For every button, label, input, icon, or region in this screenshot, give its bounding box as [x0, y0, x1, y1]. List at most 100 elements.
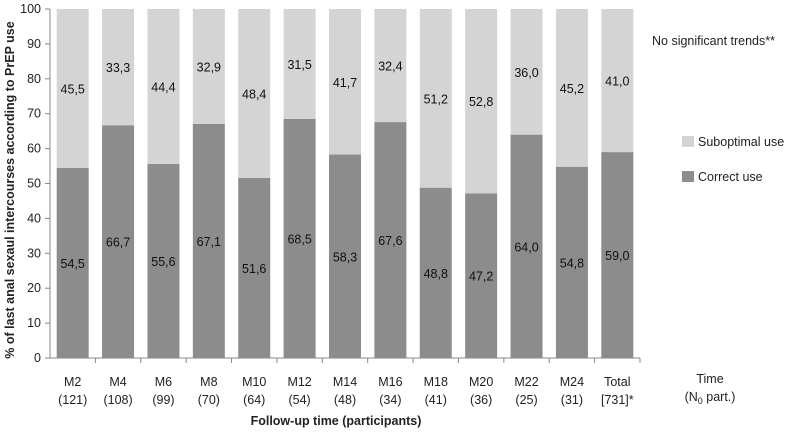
x-category-label: M6: [155, 375, 172, 389]
x-category-sublabel: (36): [470, 393, 492, 407]
x-category-sublabel: (64): [243, 393, 265, 407]
legend-label-correct: Correct use: [698, 170, 763, 184]
bar-correct-use: [329, 154, 361, 358]
x-category-sublabel: (25): [515, 393, 537, 407]
x-category-label: M22: [514, 375, 538, 389]
bar-correct-use: [419, 187, 452, 358]
x-axis-title: Follow-up time (participants): [251, 414, 422, 428]
legend-label-suboptimal: Suboptimal use: [698, 135, 784, 149]
bar-correct-use: [192, 123, 225, 358]
x-category-label: M8: [200, 375, 217, 389]
x-category-label: M10: [242, 375, 266, 389]
data-label-correct-use: 54,5: [61, 257, 85, 271]
bar-suboptimal-use: [192, 9, 225, 124]
time-label-line1: Time: [696, 372, 723, 386]
data-label-correct-use: 47,2: [469, 270, 493, 284]
data-label-suboptimal-use: 48,4: [242, 87, 266, 101]
data-label-suboptimal-use: 41,0: [605, 75, 629, 89]
x-category-sublabel: (48): [334, 393, 356, 407]
data-label-correct-use: 58,3: [333, 250, 357, 264]
x-category-sublabel: (34): [379, 393, 401, 407]
bar-correct-use: [465, 193, 498, 358]
data-label-correct-use: 67,1: [197, 235, 221, 249]
data-label-suboptimal-use: 41,7: [333, 76, 357, 90]
y-tick-label: 0: [34, 351, 41, 365]
time-side-label: Time (N0 part.): [685, 372, 736, 406]
x-category-label: M4: [109, 375, 126, 389]
bar-correct-use: [510, 134, 543, 358]
data-label-correct-use: 48,8: [424, 267, 448, 281]
x-category-sublabel: (54): [288, 393, 310, 407]
bar-suboptimal-use: [419, 9, 452, 188]
data-label-suboptimal-use: 32,9: [197, 60, 221, 74]
y-tick-label: 80: [27, 72, 41, 86]
bar-correct-use: [374, 122, 407, 359]
annotation-text: No significant trends**: [652, 34, 775, 48]
bar-suboptimal-use: [601, 9, 634, 153]
bar-correct-use: [238, 177, 271, 358]
bar-suboptimal-use: [374, 9, 407, 123]
data-label-suboptimal-use: 45,5: [61, 82, 85, 96]
y-tick-label: 20: [27, 281, 41, 295]
x-category-sublabel: (70): [198, 393, 220, 407]
y-axis: 0 10 20 30 40 50 60 70 80 90 100: [20, 2, 51, 365]
data-label-suboptimal-use: 31,5: [287, 58, 311, 72]
bar-correct-use: [601, 152, 634, 358]
x-category-label: M16: [378, 375, 402, 389]
x-category-label: M24: [560, 375, 584, 389]
bar-suboptimal-use: [238, 9, 271, 178]
bar-suboptimal-use: [510, 9, 543, 135]
bar-suboptimal-use: [555, 9, 588, 167]
y-tick-label: 30: [27, 246, 41, 260]
legend-swatch-suboptimal: [682, 136, 694, 147]
x-category-sublabel: [731]*: [601, 393, 634, 407]
y-tick-label: 90: [27, 37, 41, 51]
legend-swatch-correct: [682, 171, 694, 182]
x-category-sublabel: (99): [152, 393, 174, 407]
x-category-label: M2: [64, 375, 81, 389]
bar-correct-use: [283, 118, 316, 358]
bar-suboptimal-use: [465, 9, 498, 194]
bar-suboptimal-use: [56, 9, 89, 168]
bar-suboptimal-use: [283, 9, 316, 119]
bar-correct-use: [147, 163, 180, 358]
data-label-correct-use: 67,6: [378, 234, 402, 248]
x-category-sublabel: (41): [425, 393, 447, 407]
y-tick-label: 50: [27, 177, 41, 191]
y-tick-label: 10: [27, 316, 41, 330]
data-label-correct-use: 66,7: [106, 236, 130, 250]
data-label-suboptimal-use: 45,2: [560, 82, 584, 96]
data-label-suboptimal-use: 36,0: [514, 66, 538, 80]
data-label-correct-use: 64,0: [514, 240, 538, 254]
x-category-label: M18: [424, 375, 448, 389]
data-label-suboptimal-use: 51,2: [424, 92, 448, 106]
bar-correct-use: [56, 167, 89, 358]
y-tick-label: 60: [27, 142, 41, 156]
legend: Suboptimal use Correct use: [682, 135, 784, 184]
bar-correct-use: [555, 166, 588, 358]
data-label-correct-use: 68,5: [287, 232, 311, 246]
time-label-line2: (N0 part.): [685, 390, 736, 406]
x-category-sublabel: (31): [561, 393, 583, 407]
data-label-correct-use: 51,6: [242, 262, 266, 276]
x-category-label: M12: [287, 375, 311, 389]
y-axis-title: % of last anal sexaul intercourses accor…: [3, 21, 17, 358]
x-axis: M2 (121) M4 (108) M6 (99) M8 (70) M10 (64) M12 (54)…: [50, 357, 641, 407]
x-category-sublabel: (121): [58, 393, 87, 407]
data-label-suboptimal-use: 44,4: [151, 80, 175, 94]
bars: 54,5 45,5 66,7 33,3 55,6 44,4 67,1 32,9 51,6 48,4…: [56, 9, 634, 359]
data-label-suboptimal-use: 33,3: [106, 61, 130, 75]
y-tick-label: 70: [27, 107, 41, 121]
bar-suboptimal-use: [147, 9, 180, 164]
data-label-correct-use: 59,0: [605, 249, 629, 263]
x-category-sublabel: (108): [103, 393, 132, 407]
data-label-suboptimal-use: 52,8: [469, 95, 493, 109]
bar-correct-use: [102, 125, 135, 358]
bar-suboptimal-use: [329, 9, 361, 155]
y-tick-label: 40: [27, 211, 41, 225]
bar-suboptimal-use: [102, 9, 135, 126]
y-tick-label: 100: [20, 2, 41, 16]
data-label-correct-use: 54,8: [560, 256, 584, 270]
x-category-label: M20: [469, 375, 493, 389]
